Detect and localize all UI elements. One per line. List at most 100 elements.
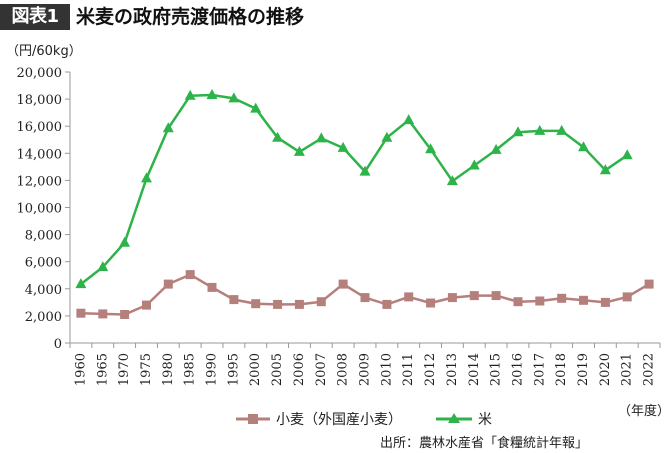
data-point-rice [315, 132, 327, 143]
data-point-wheat [644, 279, 654, 289]
x-tick-label: 2010 [379, 353, 394, 386]
x-tick-label: 2017 [532, 353, 547, 386]
x-tick-label: 2018 [554, 353, 569, 386]
x-tick-label: 1990 [205, 353, 220, 386]
source-note: 出所：農林水産省「食糧統計年報」 [380, 435, 588, 451]
data-point-wheat [273, 299, 283, 309]
axes [69, 72, 660, 344]
data-point-wheat [447, 293, 457, 303]
data-point-wheat [251, 299, 261, 309]
data-point-rice [250, 102, 262, 113]
data-point-rice [293, 145, 305, 156]
data-point-rice [141, 172, 152, 183]
data-point-wheat [207, 282, 217, 292]
legend-rice-marker [448, 413, 460, 423]
data-point-rice [578, 141, 589, 152]
y-tick-label: 2,000 [25, 310, 62, 325]
legend-wheat-marker [248, 414, 258, 424]
y-tick-label: 10,000 [17, 202, 63, 217]
data-point-rice [403, 114, 415, 125]
x-tick-label: 1995 [226, 353, 241, 386]
data-point-rice [621, 149, 633, 160]
data-point-wheat [294, 299, 304, 309]
data-point-wheat [513, 297, 523, 307]
x-tick-label: 2022 [642, 353, 657, 386]
series-layer [75, 89, 654, 319]
data-point-rice [425, 143, 437, 154]
y-tick-label: 12,000 [17, 174, 63, 189]
x-tick-label: 1975 [139, 353, 154, 386]
legend: 小麦（外国産小麦） 米 [236, 412, 492, 428]
data-point-wheat [426, 298, 436, 308]
data-point-wheat [404, 292, 414, 302]
x-tick-label: 2020 [598, 353, 613, 386]
x-tick-label: 2007 [314, 353, 329, 386]
data-point-rice [556, 124, 568, 135]
data-point-rice [512, 126, 524, 137]
series-line-1 [80, 93, 628, 286]
data-point-rice [228, 92, 240, 103]
data-point-wheat [316, 297, 326, 307]
x-axis-ticks: 1960 1965 1970 1975 1980 1985 1990 1995 2000 2005… [69, 343, 661, 386]
data-point-rice [162, 122, 174, 133]
data-point-rice [119, 236, 131, 247]
x-tick-label: 2000 [248, 353, 263, 386]
y-tick-label: 20,000 [17, 66, 63, 81]
figure-badge: 図表1 [0, 4, 70, 30]
x-tick-label: 2012 [423, 353, 438, 386]
x-tick-label: 1980 [161, 353, 176, 386]
data-point-wheat [76, 308, 86, 318]
y-tick-label: 6,000 [25, 256, 62, 271]
data-point-wheat [557, 293, 567, 303]
data-point-wheat [338, 279, 348, 289]
data-point-rice [534, 124, 546, 135]
x-tick-label: 2008 [336, 353, 351, 386]
x-tick-label: 2013 [445, 353, 460, 386]
data-point-wheat [622, 292, 632, 302]
data-point-wheat [185, 270, 195, 280]
data-point-rice [599, 164, 611, 175]
x-axis-unit-label: （年度） [618, 403, 670, 419]
data-point-wheat [163, 279, 173, 289]
data-point-wheat [142, 300, 151, 310]
x-tick-label: 1965 [95, 353, 110, 386]
x-tick-label: 1970 [117, 353, 132, 386]
legend-wheat-label: 小麦（外国産小麦） [276, 412, 402, 428]
x-tick-label: 2021 [620, 353, 635, 386]
data-point-wheat [579, 295, 588, 305]
data-point-rice [337, 141, 349, 152]
data-point-rice [272, 131, 284, 142]
data-point-rice [206, 89, 218, 99]
x-tick-label: 2015 [489, 353, 504, 386]
y-tick-label: 8,000 [25, 229, 62, 244]
data-point-wheat [120, 310, 130, 319]
data-point-wheat [382, 299, 392, 309]
chart-title: 米麦の政府売渡価格の推移 [76, 6, 305, 28]
data-point-rice [381, 131, 393, 142]
x-tick-label: 1960 [73, 353, 88, 386]
y-tick-label: 16,000 [17, 120, 63, 135]
x-tick-label: 2014 [467, 353, 482, 386]
y-axis-ticks: 0 2,000 4,000 6,000 8,000 10,000 12,000 14,000 1… [17, 66, 70, 352]
y-tick-label: 0 [54, 337, 62, 352]
y-axis-unit-label: （円/60kg） [6, 44, 82, 59]
legend-rice-label: 米 [478, 412, 492, 428]
x-tick-label: 2016 [510, 353, 525, 386]
data-point-wheat [535, 296, 545, 306]
x-tick-label: 2005 [270, 353, 285, 386]
y-tick-label: 4,000 [25, 283, 62, 298]
x-tick-label: 1985 [183, 353, 198, 386]
data-point-wheat [491, 291, 501, 301]
data-point-rice [75, 278, 87, 289]
data-point-rice [490, 143, 502, 154]
data-point-rice [468, 159, 480, 170]
data-point-wheat [360, 293, 370, 303]
x-tick-label: 2009 [358, 353, 373, 386]
data-point-wheat [229, 295, 239, 305]
x-tick-label: 2006 [292, 353, 307, 386]
x-tick-label: 2019 [576, 353, 591, 386]
data-point-rice [359, 165, 371, 176]
x-tick-label: 2011 [401, 353, 416, 386]
data-point-rice [446, 175, 458, 186]
